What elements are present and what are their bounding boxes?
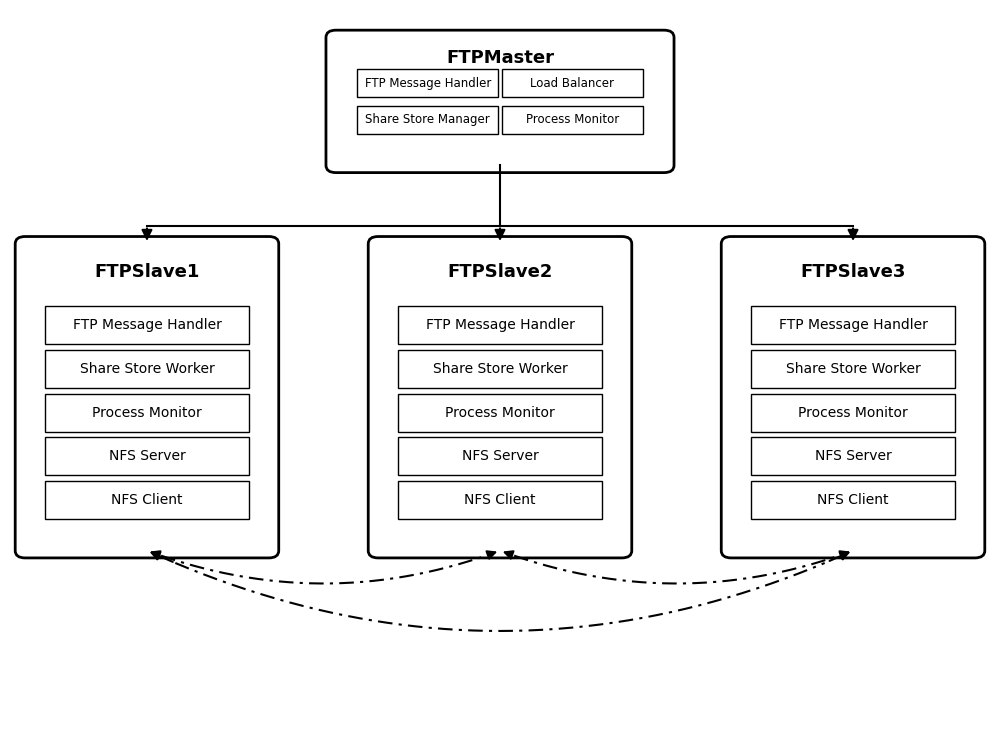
Text: FTPSlave2: FTPSlave2 [447,263,553,280]
FancyBboxPatch shape [721,236,985,558]
Text: FTPSlave1: FTPSlave1 [94,263,200,280]
Text: FTP Message Handler: FTP Message Handler [365,77,491,90]
Text: NFS Client: NFS Client [111,493,183,507]
Text: Process Monitor: Process Monitor [92,406,202,420]
Text: NFS Client: NFS Client [464,493,536,507]
Text: Process Monitor: Process Monitor [445,406,555,420]
Text: Share Store Worker: Share Store Worker [433,361,567,376]
Text: Load Balancer: Load Balancer [530,77,614,90]
Bar [45,481,249,519]
Text: NFS Client: NFS Client [817,493,889,507]
Bar [45,306,249,344]
Bar [502,69,643,97]
Bar [751,394,955,431]
Text: Share Store Manager: Share Store Manager [365,113,490,126]
Bar [751,481,955,519]
Text: Share Store Worker: Share Store Worker [80,361,214,376]
Text: Share Store Worker: Share Store Worker [786,361,920,376]
Bar [357,69,498,97]
Text: NFS Server: NFS Server [815,450,891,464]
Text: Process Monitor: Process Monitor [526,113,619,126]
Bar [398,394,602,431]
Text: FTP Message Handler: FTP Message Handler [73,318,221,332]
Text: NFS Server: NFS Server [109,450,185,464]
Text: FTP Message Handler: FTP Message Handler [426,318,574,332]
Text: FTP Message Handler: FTP Message Handler [779,318,927,332]
FancyBboxPatch shape [15,236,279,558]
Bar [398,306,602,344]
Text: FTPMaster: FTPMaster [446,49,554,67]
Bar [398,437,602,475]
Bar [45,394,249,431]
Bar [45,437,249,475]
Text: NFS Server: NFS Server [462,450,538,464]
Bar [751,306,955,344]
Bar [398,481,602,519]
Text: FTPSlave3: FTPSlave3 [800,263,906,280]
FancyBboxPatch shape [368,236,632,558]
Bar [398,350,602,388]
FancyBboxPatch shape [326,30,674,173]
Bar [45,350,249,388]
Bar [357,106,498,133]
Bar [751,350,955,388]
Bar [751,437,955,475]
Bar [502,106,643,133]
Text: Process Monitor: Process Monitor [798,406,908,420]
